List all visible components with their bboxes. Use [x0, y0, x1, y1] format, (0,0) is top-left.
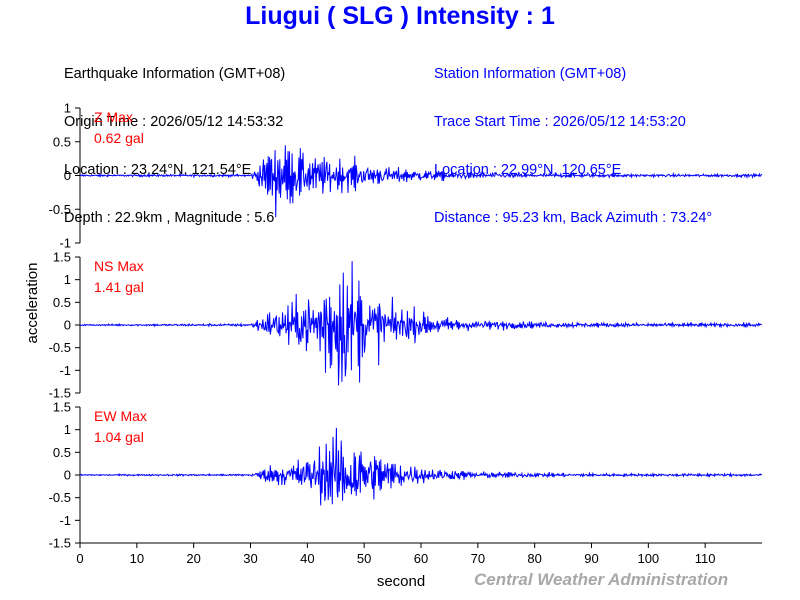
- y-tick-label-NS: -0.5: [49, 340, 71, 355]
- y-tick-label-EW: -0.5: [49, 490, 71, 505]
- peak-label-EW: EW Max: [94, 408, 147, 424]
- epicenter-location: Location : 23.24°N, 121.54°E: [64, 162, 252, 178]
- y-tick-label-EW: -1.5: [49, 536, 71, 551]
- x-tick-label: 60: [414, 551, 428, 566]
- distance-back-azimuth: Distance : 95.23 km, Back Azimuth : 73.2…: [434, 210, 713, 226]
- x-tick-label: 50: [357, 551, 371, 566]
- station-info-header: Station Information (GMT+08): [434, 66, 627, 82]
- x-tick-label: 100: [637, 551, 659, 566]
- y-tick-label-EW: 0.5: [53, 445, 71, 460]
- earthquake-info: Earthquake Information (GMT+08) Origin T…: [64, 34, 285, 242]
- y-tick-label-EW: 0: [64, 468, 71, 483]
- trace-start-time: Trace Start Time : 2026/05/12 14:53:20: [434, 114, 686, 130]
- y-axis-label: acceleration: [24, 263, 41, 344]
- x-tick-label: 10: [130, 551, 144, 566]
- peak-value-EW: 1.04 gal: [94, 429, 144, 445]
- footer-credit: Central Weather Administration: [474, 570, 729, 589]
- station-info: Station Information (GMT+08) Trace Start…: [434, 34, 712, 242]
- y-tick-label-EW: 1.5: [53, 400, 71, 415]
- y-tick-label-NS: -1.5: [49, 386, 71, 401]
- peak-value-NS: 1.41 gal: [94, 279, 144, 295]
- peak-label-NS: NS Max: [94, 258, 144, 274]
- y-tick-label-Z: 1: [64, 101, 71, 116]
- y-tick-label-EW: -1: [59, 513, 71, 528]
- waveform-Z: [79, 145, 763, 218]
- x-tick-label: 110: [695, 551, 716, 566]
- y-tick-label-NS: 1: [64, 272, 71, 287]
- x-tick-label: 30: [243, 551, 257, 566]
- x-tick-label: 90: [584, 551, 598, 566]
- y-tick-label-Z: 0.5: [53, 134, 71, 149]
- x-tick-label: 20: [186, 551, 200, 566]
- x-tick-label: 70: [471, 551, 485, 566]
- y-tick-label-EW: 1: [64, 422, 71, 437]
- y-tick-label-Z: -1: [59, 236, 71, 251]
- y-tick-label-NS: 0.5: [53, 295, 71, 310]
- y-tick-label-NS: 1.5: [53, 250, 71, 265]
- x-axis-label: second: [377, 573, 425, 590]
- x-tick-label: 80: [527, 551, 541, 566]
- peak-label-Z: Z Max: [94, 109, 133, 125]
- waveform-EW: [79, 427, 763, 506]
- x-tick-label: 40: [300, 551, 314, 566]
- peak-value-Z: 0.62 gal: [94, 130, 144, 146]
- origin-time: Origin Time : 2026/05/12 14:53:32: [64, 114, 284, 130]
- chart-title: Liugui ( SLG ) Intensity : 1: [245, 2, 555, 30]
- y-tick-label-NS: 0: [64, 318, 71, 333]
- depth-magnitude: Depth : 22.9km , Magnitude : 5.6: [64, 210, 275, 226]
- y-tick-label-Z: -0.5: [49, 202, 71, 217]
- y-tick-label-NS: -1: [59, 363, 71, 378]
- x-tick-label: 0: [76, 551, 83, 566]
- waveform-NS: [79, 261, 762, 386]
- y-tick-label-Z: 0: [64, 168, 71, 183]
- earthquake-info-header: Earthquake Information (GMT+08): [64, 66, 286, 82]
